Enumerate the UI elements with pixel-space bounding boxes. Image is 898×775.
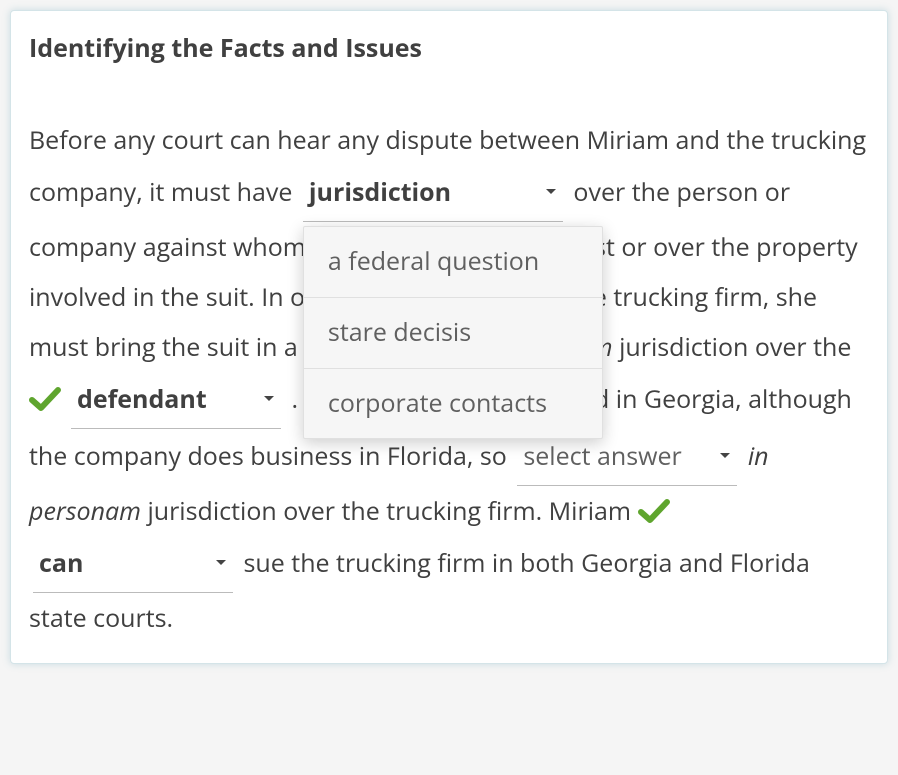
caret-down-icon xyxy=(215,559,227,567)
dropdown-option[interactable]: a federal question xyxy=(304,227,602,298)
check-icon xyxy=(638,498,670,524)
passage-text: jurisdiction over the xyxy=(613,330,852,364)
dropdown-can[interactable]: can xyxy=(33,536,233,593)
dropdown-defendant-trigger[interactable]: defendant xyxy=(71,372,281,429)
dropdown-can-value: can xyxy=(39,538,203,588)
passage-body: Before any court can hear any dispute be… xyxy=(29,115,869,643)
check-icon xyxy=(29,386,61,412)
caret-down-icon xyxy=(263,395,275,403)
dropdown-defendant-value: defendant xyxy=(77,374,251,424)
dropdown-can-trigger[interactable]: can xyxy=(33,536,233,593)
dropdown-jurisdiction-trigger[interactable]: jurisdiction xyxy=(303,165,563,222)
dropdown-defendant[interactable]: defendant xyxy=(71,372,281,429)
dropdown-jurisdiction-menu: a federal question stare decisis corpora… xyxy=(303,226,603,439)
dropdown-option[interactable]: stare decisis xyxy=(304,298,602,369)
dropdown-jurisdiction[interactable]: jurisdiction a federal question stare de… xyxy=(303,165,563,222)
caret-down-icon xyxy=(545,188,557,196)
exercise-heading: Identifying the Facts and Issues xyxy=(29,31,869,65)
exercise-card: Identifying the Facts and Issues Before … xyxy=(10,10,888,664)
passage-text: jurisdiction over the trucking firm. Mir… xyxy=(141,494,638,528)
dropdown-jurisdiction-value: jurisdiction xyxy=(309,167,533,217)
dropdown-option[interactable]: corporate contacts xyxy=(304,369,602,439)
caret-down-icon xyxy=(719,452,731,460)
